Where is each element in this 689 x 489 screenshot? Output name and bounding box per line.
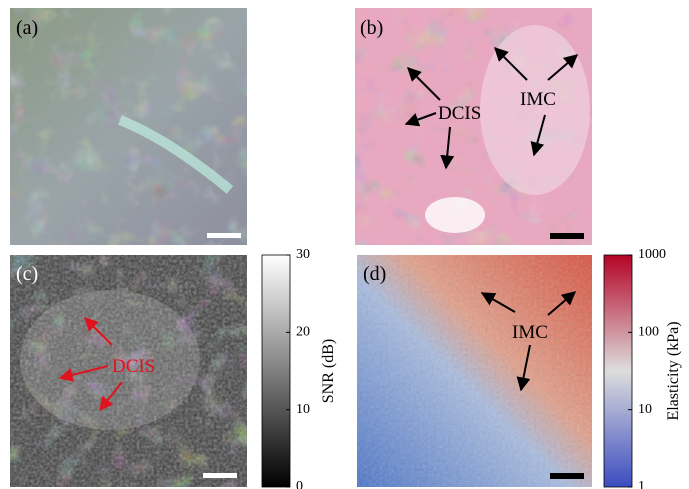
panel-b: (b) DCIS IMC — [355, 8, 592, 245]
colorbar: 0 10 20 30 SNR (dB) — [262, 247, 337, 489]
colorbar-label: SNR (dB) — [320, 339, 337, 403]
colorbar-label: Elasticity (kPa) — [665, 321, 682, 420]
tick-label: 20 — [296, 325, 310, 340]
panel-d: (d) IMC — [357, 255, 592, 487]
colorbar-scale — [262, 255, 290, 487]
tick-label: 10 — [638, 402, 652, 417]
panel-label: (d) — [363, 263, 386, 285]
panel-label: (a) — [16, 17, 38, 39]
tick-label: 0 — [296, 479, 303, 489]
tick-label: 10 — [296, 402, 310, 417]
panel-label: (b) — [360, 17, 383, 39]
annotation: IMC — [520, 89, 556, 110]
panel-c: (c) DCIS — [10, 255, 247, 487]
panel-a: (a) — [10, 8, 247, 245]
tick-label: 30 — [296, 247, 310, 262]
tick-label: 1 — [638, 479, 645, 489]
annotation: DCIS — [438, 103, 481, 124]
annotation: DCIS — [112, 356, 155, 377]
panel-label: (c) — [16, 263, 38, 285]
tick-label: 100 — [638, 325, 659, 340]
annotation: IMC — [512, 322, 548, 343]
colorbar: 1 10 100 1000 Elasticity (kPa) — [604, 247, 682, 489]
tick-label: 1000 — [638, 247, 666, 262]
figure: (a) (b) DCIS IMC (c) DCIS 0 10 20 30 SNR (d… — [0, 0, 689, 489]
colorbar-scale — [604, 255, 632, 487]
